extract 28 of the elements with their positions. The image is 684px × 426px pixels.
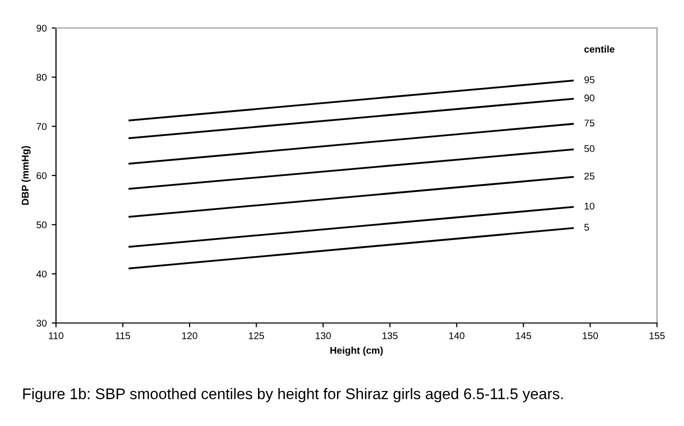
y-axis-title: DBP (mmHg)	[22, 146, 31, 205]
x-tick-label: 145	[516, 332, 532, 340]
x-tick-label: 125	[248, 332, 264, 340]
series-label: 5	[584, 224, 589, 231]
y-tick-label: 80	[36, 74, 47, 81]
x-tick-label: 110	[48, 332, 64, 340]
x-axis-title: Height (cm)	[330, 346, 383, 356]
series-label: 25	[584, 172, 594, 180]
x-tick-label: 155	[650, 332, 665, 340]
series-label: 90	[584, 94, 594, 102]
series-label: 50	[584, 145, 594, 152]
y-tick-label: 40	[36, 270, 47, 278]
x-tick-label: 135	[382, 332, 398, 340]
y-tick-label: 60	[36, 172, 47, 180]
x-tick-label: 140	[449, 332, 464, 340]
x-tick-label: 120	[182, 332, 198, 340]
series-label: 75	[584, 120, 594, 126]
y-tick-label: 30	[36, 320, 47, 327]
y-tick-label: 50	[36, 221, 47, 228]
series-label: 10	[584, 202, 594, 210]
x-tick-label: 115	[116, 332, 130, 340]
caption: Figure 1b: SBP smoothed centiles by height for Shiraz girls aged 6.5-11.5 years.	[23, 388, 563, 402]
legend-title: centile	[584, 46, 614, 53]
y-tick-label: 90	[36, 24, 47, 32]
y-tick-label: 70	[36, 123, 47, 130]
series-label: 95	[584, 76, 594, 84]
x-tick-label: 130	[316, 332, 331, 340]
x-tick-label: 150	[582, 332, 598, 340]
